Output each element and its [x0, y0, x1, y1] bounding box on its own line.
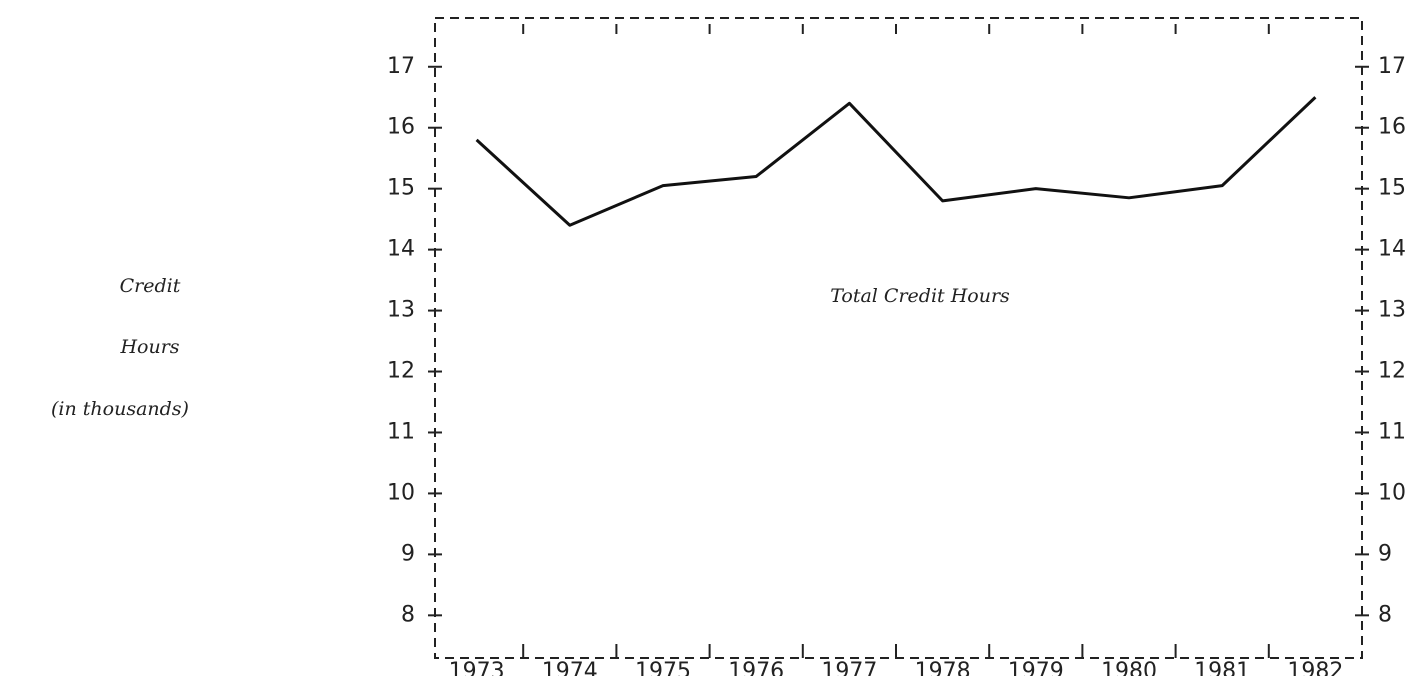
plot-frame: [434, 17, 1363, 659]
y2-tick-label: 14: [1378, 237, 1406, 262]
x-tick-label: 1978: [915, 659, 971, 676]
x-tick-label: 1975: [635, 659, 691, 676]
annotation: Total Credit Hours: [830, 285, 1010, 307]
y-tick-label: 16: [387, 115, 415, 140]
y-tick-label: 8: [401, 602, 415, 627]
y2-tick-label: 10: [1378, 480, 1406, 505]
y2-tick-label: 15: [1378, 176, 1406, 201]
y-label-line: (in thousands): [51, 398, 189, 420]
y-tick-label: 12: [387, 359, 415, 384]
x-tick-label: 1977: [821, 659, 877, 676]
x-tick-label: 1981: [1194, 659, 1250, 676]
y-tick-label: 9: [401, 541, 415, 566]
x-tick-label: 1979: [1008, 659, 1064, 676]
y2-tick-label: 16: [1378, 115, 1406, 140]
line-series: [475, 96, 1317, 227]
y-tick-label: 17: [387, 54, 415, 79]
y2-tick-label: 8: [1378, 602, 1392, 627]
x-tick-label: 1976: [728, 659, 784, 676]
x-tick-label: 1980: [1101, 659, 1157, 676]
x-tick-label: 1974: [542, 659, 598, 676]
y2-tick-label: 9: [1378, 541, 1392, 566]
y-label-line: Credit: [120, 275, 181, 297]
y-tick-label: 15: [387, 176, 415, 201]
x-tick-label: 1982: [1287, 659, 1343, 676]
y-tick-label: 11: [387, 419, 415, 444]
y-tick-label: 13: [387, 298, 415, 323]
y2-tick-label: 13: [1378, 298, 1406, 323]
y-tick-label: 10: [387, 480, 415, 505]
y2-tick-label: 12: [1378, 359, 1406, 384]
y2-tick-label: 17: [1378, 54, 1406, 79]
y-label-line: Hours: [119, 336, 179, 358]
x-tick-label: 1973: [449, 659, 505, 676]
y2-tick-label: 11: [1378, 419, 1406, 444]
y-tick-label: 14: [387, 237, 415, 262]
